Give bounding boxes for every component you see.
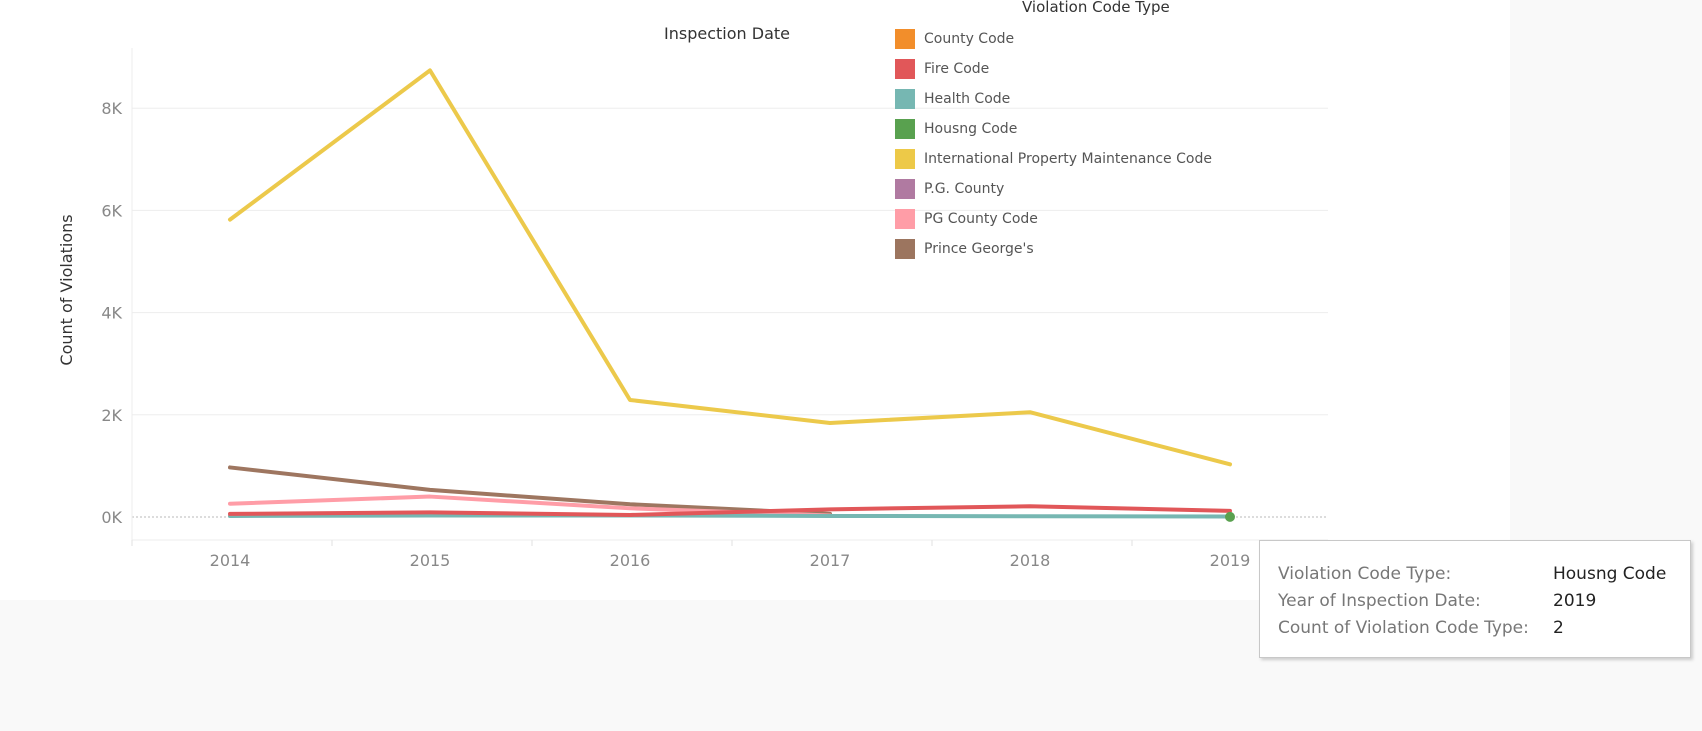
legend-item[interactable]: Fire Code — [895, 54, 1212, 84]
series-lines — [228, 68, 1235, 522]
legend-item[interactable]: Housng Code — [895, 114, 1212, 144]
legend-label: International Property Maintenance Code — [924, 151, 1212, 167]
legend-item[interactable]: Prince George's — [895, 234, 1212, 264]
tick-labels: 0K 2K 4K 6K 8K 2014 2015 2016 2017 2018 2019 — [101, 99, 1250, 570]
legend-title: Violation Code Type — [1022, 0, 1170, 16]
legend-item[interactable]: International Property Maintenance Code — [895, 144, 1212, 174]
y-axis-title: Count of Violations — [57, 214, 76, 365]
legend-label: Fire Code — [924, 61, 990, 77]
legend-item[interactable]: P.G. County — [895, 174, 1212, 204]
legend-swatch — [895, 239, 915, 259]
y-tick-label: 8K — [101, 99, 122, 118]
legend-label: Prince George's — [924, 241, 1034, 257]
chart-title: Inspection Date — [664, 24, 790, 43]
y-tick-label: 4K — [101, 304, 122, 323]
x-tick-label: 2017 — [810, 551, 851, 570]
legend-swatch — [895, 89, 915, 109]
y-tick-label: 0K — [101, 508, 122, 527]
x-tick-label: 2018 — [1010, 551, 1051, 570]
tooltip-label: Year of Inspection Date: — [1278, 591, 1481, 611]
tooltip-row: Violation Code Type: Housng Code — [1278, 564, 1666, 584]
legend[interactable]: County Code Fire Code Health Code Housng Co… — [895, 24, 1212, 264]
tooltip-row: Year of Inspection Date: 2019 — [1278, 591, 1596, 611]
legend-swatch — [895, 179, 915, 199]
tooltip-label: Count of Violation Code Type: — [1278, 618, 1529, 638]
tooltip-value: 2019 — [1553, 591, 1597, 611]
legend-swatch — [895, 209, 915, 229]
legend-label: PG County Code — [924, 211, 1038, 227]
line-chart: Inspection Date Count of Violations 0K 2K… — [57, 24, 1333, 570]
tooltip-value: 2 — [1553, 618, 1564, 638]
legend-label: Housng Code — [924, 121, 1018, 137]
x-tick-label: 2015 — [410, 551, 451, 570]
legend-item[interactable]: Health Code — [895, 84, 1212, 114]
legend-label: Health Code — [924, 91, 1011, 107]
tooltip-row: Count of Violation Code Type: 2 — [1278, 618, 1564, 638]
legend-swatch — [895, 149, 915, 169]
series-line — [228, 68, 1232, 467]
legend-swatch — [895, 29, 915, 49]
y-tick-label: 6K — [101, 201, 122, 220]
x-tick-label: 2014 — [210, 551, 251, 570]
legend-label: County Code — [924, 31, 1015, 47]
y-tick-label: 2K — [101, 406, 122, 425]
legend-item[interactable]: PG County Code — [895, 204, 1212, 234]
tooltip-value: Housng Code — [1553, 564, 1667, 584]
tooltip-label: Violation Code Type: — [1278, 564, 1452, 584]
x-tick-label: 2019 — [1210, 551, 1251, 570]
legend-label: P.G. County — [924, 181, 1005, 197]
legend-swatch — [895, 59, 915, 79]
legend-item[interactable]: County Code — [895, 24, 1212, 54]
legend-swatch — [895, 119, 915, 139]
series-line — [228, 513, 1232, 519]
chart-viz: Inspection Date Count of Violations 0K 2K… — [57, 0, 1333, 570]
tooltip: Violation Code Type: Housng Code Year of … — [1259, 540, 1691, 658]
series-line — [228, 504, 1232, 517]
data-point — [1225, 511, 1235, 522]
series-line — [228, 465, 832, 516]
x-tick-label: 2016 — [610, 551, 651, 570]
